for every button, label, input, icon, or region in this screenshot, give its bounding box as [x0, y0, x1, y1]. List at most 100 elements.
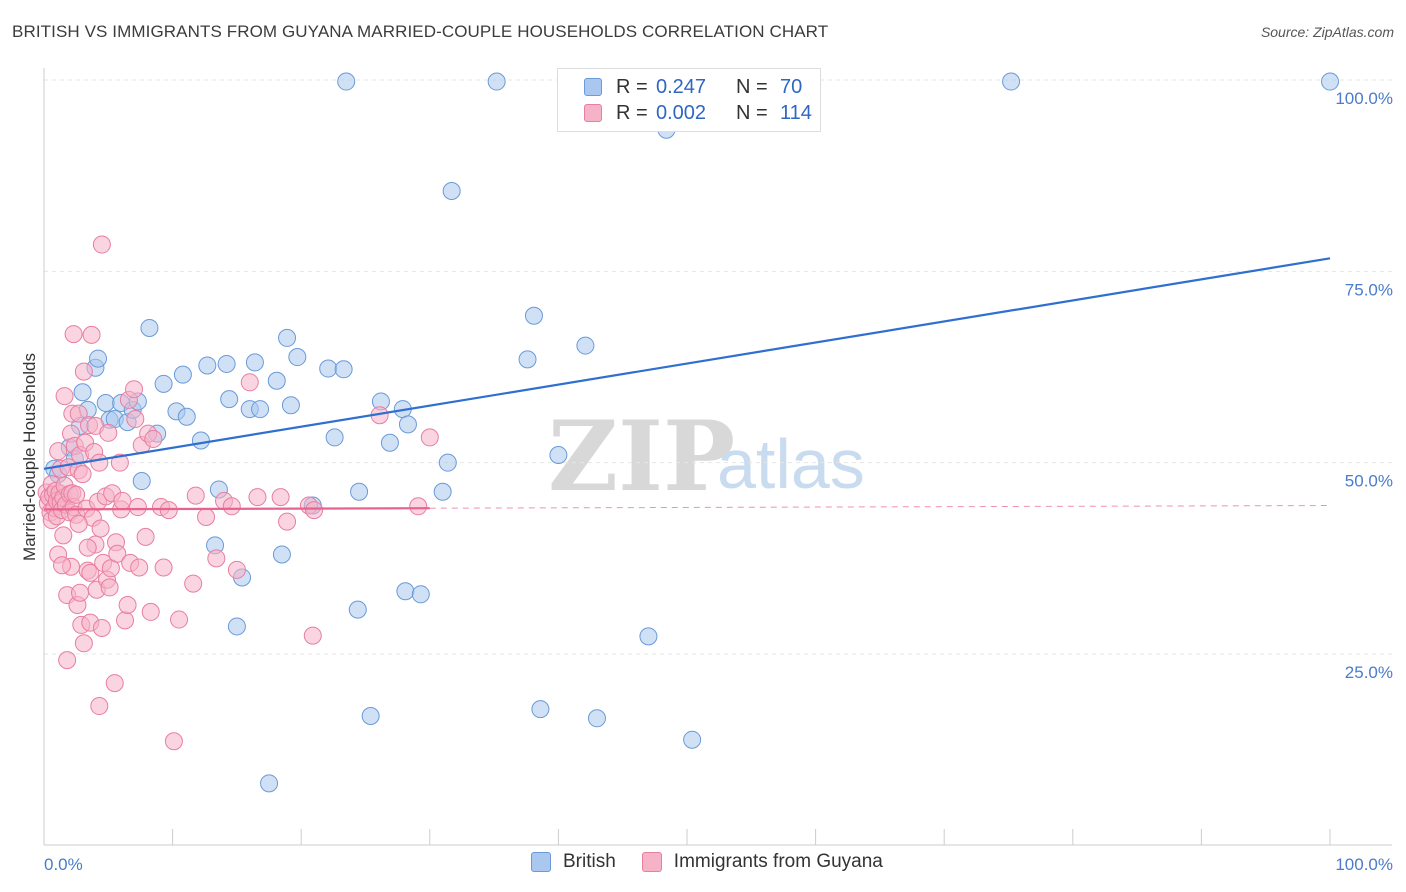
british-point: [350, 482, 369, 501]
guyana-point: [49, 442, 68, 461]
y-tick-label: 100.0%: [1335, 89, 1393, 108]
british-point: [524, 306, 543, 325]
guyana-point: [90, 697, 109, 716]
x-tick-label-max: 100.0%: [1335, 855, 1393, 874]
british-point: [191, 431, 210, 450]
british-point: [251, 400, 270, 419]
watermark-zip: ZIP: [548, 400, 735, 513]
british-point: [433, 482, 452, 501]
guyana-point: [136, 527, 155, 546]
legend-item-british[interactable]: British: [531, 851, 616, 873]
guyana-point: [248, 488, 267, 507]
guyana-swatch: [641, 852, 662, 872]
british-point: [337, 72, 356, 91]
guyana-point: [71, 583, 90, 602]
series-legend: British Immigrants from Guyana: [531, 851, 909, 873]
british-point: [288, 348, 307, 367]
grid-lines: [44, 79, 1392, 655]
guyana-point: [113, 491, 132, 510]
british-point: [411, 585, 430, 604]
guyana-point: [78, 538, 97, 557]
guyana-point: [303, 626, 322, 645]
british-point: [278, 328, 297, 347]
british-point: [260, 774, 279, 793]
british-swatch: [531, 852, 551, 872]
n-label: N =: [736, 101, 768, 124]
british-point: [442, 181, 461, 200]
guyana-point: [240, 373, 259, 392]
british-point: [319, 359, 338, 378]
guyana-point: [409, 497, 428, 516]
british-point: [380, 433, 399, 452]
watermark-atlas: atlas: [717, 425, 865, 503]
british-point: [587, 709, 606, 728]
guyana-point: [58, 651, 77, 670]
source-credit: Source: ZipAtlas.com: [1260, 24, 1394, 40]
british-point: [334, 360, 353, 379]
n-value-british: 70: [780, 75, 803, 98]
guyana-point: [99, 423, 118, 442]
british-point: [683, 730, 702, 749]
guyana-point: [126, 410, 145, 429]
british-point: [487, 72, 506, 91]
watermark: ZIP atlas: [548, 400, 865, 513]
guyana-point: [91, 519, 110, 538]
british-point: [518, 350, 537, 369]
trend-lines: [43, 257, 1331, 511]
guyana-trend-extension: [429, 505, 1331, 509]
axis-labels: 25.0% 50.0% 75.0% 100.0% 0.0% 100.0% Married-c…: [20, 89, 1393, 874]
guyana-point: [92, 235, 111, 254]
r-label: R =: [616, 101, 648, 124]
chart-title: BRITISH VS IMMIGRANTS FROM GUYANA MARRIE…: [12, 22, 829, 41]
guyana-point: [73, 465, 92, 484]
guyana-point: [125, 380, 144, 399]
british-point: [549, 446, 568, 465]
guyana-point: [64, 325, 83, 344]
guyana-point: [164, 732, 183, 751]
guyana-point: [69, 404, 88, 423]
guyana-point: [69, 514, 88, 533]
y-tick-label: 75.0%: [1345, 280, 1393, 299]
british-point: [325, 428, 344, 447]
guyana-point: [110, 453, 129, 472]
british-point: [173, 365, 192, 384]
british-point: [89, 349, 108, 368]
guyana-point: [74, 362, 93, 381]
axes: [43, 68, 1392, 846]
guyana-point: [53, 556, 72, 575]
guyana-point: [118, 596, 137, 615]
british-point: [1002, 72, 1021, 91]
r-value-british: 0.247: [656, 75, 707, 98]
guyana-point: [55, 387, 74, 406]
y-tick-label: 25.0%: [1345, 663, 1393, 682]
y-axis-title: Married-couple Households: [20, 353, 39, 561]
guyana-point: [184, 574, 203, 593]
guyana-point: [227, 560, 246, 579]
guyana-point: [186, 486, 205, 505]
guyana-point: [278, 512, 297, 531]
british-trend-line: [43, 257, 1331, 470]
guyana-point: [105, 674, 124, 693]
guyana-point: [144, 429, 163, 448]
guyana-point: [420, 428, 439, 447]
british-point: [576, 336, 595, 355]
y-tick-label: 50.0%: [1345, 472, 1393, 491]
guyana-points: [37, 235, 439, 751]
legend-row-guyana: R = 0.002 N = 114: [584, 101, 812, 125]
guyana-point: [222, 497, 241, 516]
legend-item-guyana[interactable]: Immigrants from Guyana: [641, 851, 883, 873]
british-point: [267, 371, 286, 390]
british-point: [245, 353, 264, 372]
guyana-point: [207, 549, 226, 568]
british-point: [396, 582, 415, 601]
british-point: [227, 617, 246, 636]
british-swatch: [584, 78, 602, 96]
guyana-point: [154, 558, 173, 577]
legend-label-guyana: Immigrants from Guyana: [673, 851, 883, 872]
british-point: [220, 390, 239, 409]
british-point: [217, 354, 236, 373]
guyana-point: [81, 563, 100, 582]
legend-row-british: R = 0.247 N = 70: [584, 75, 802, 99]
guyana-point: [271, 488, 290, 507]
